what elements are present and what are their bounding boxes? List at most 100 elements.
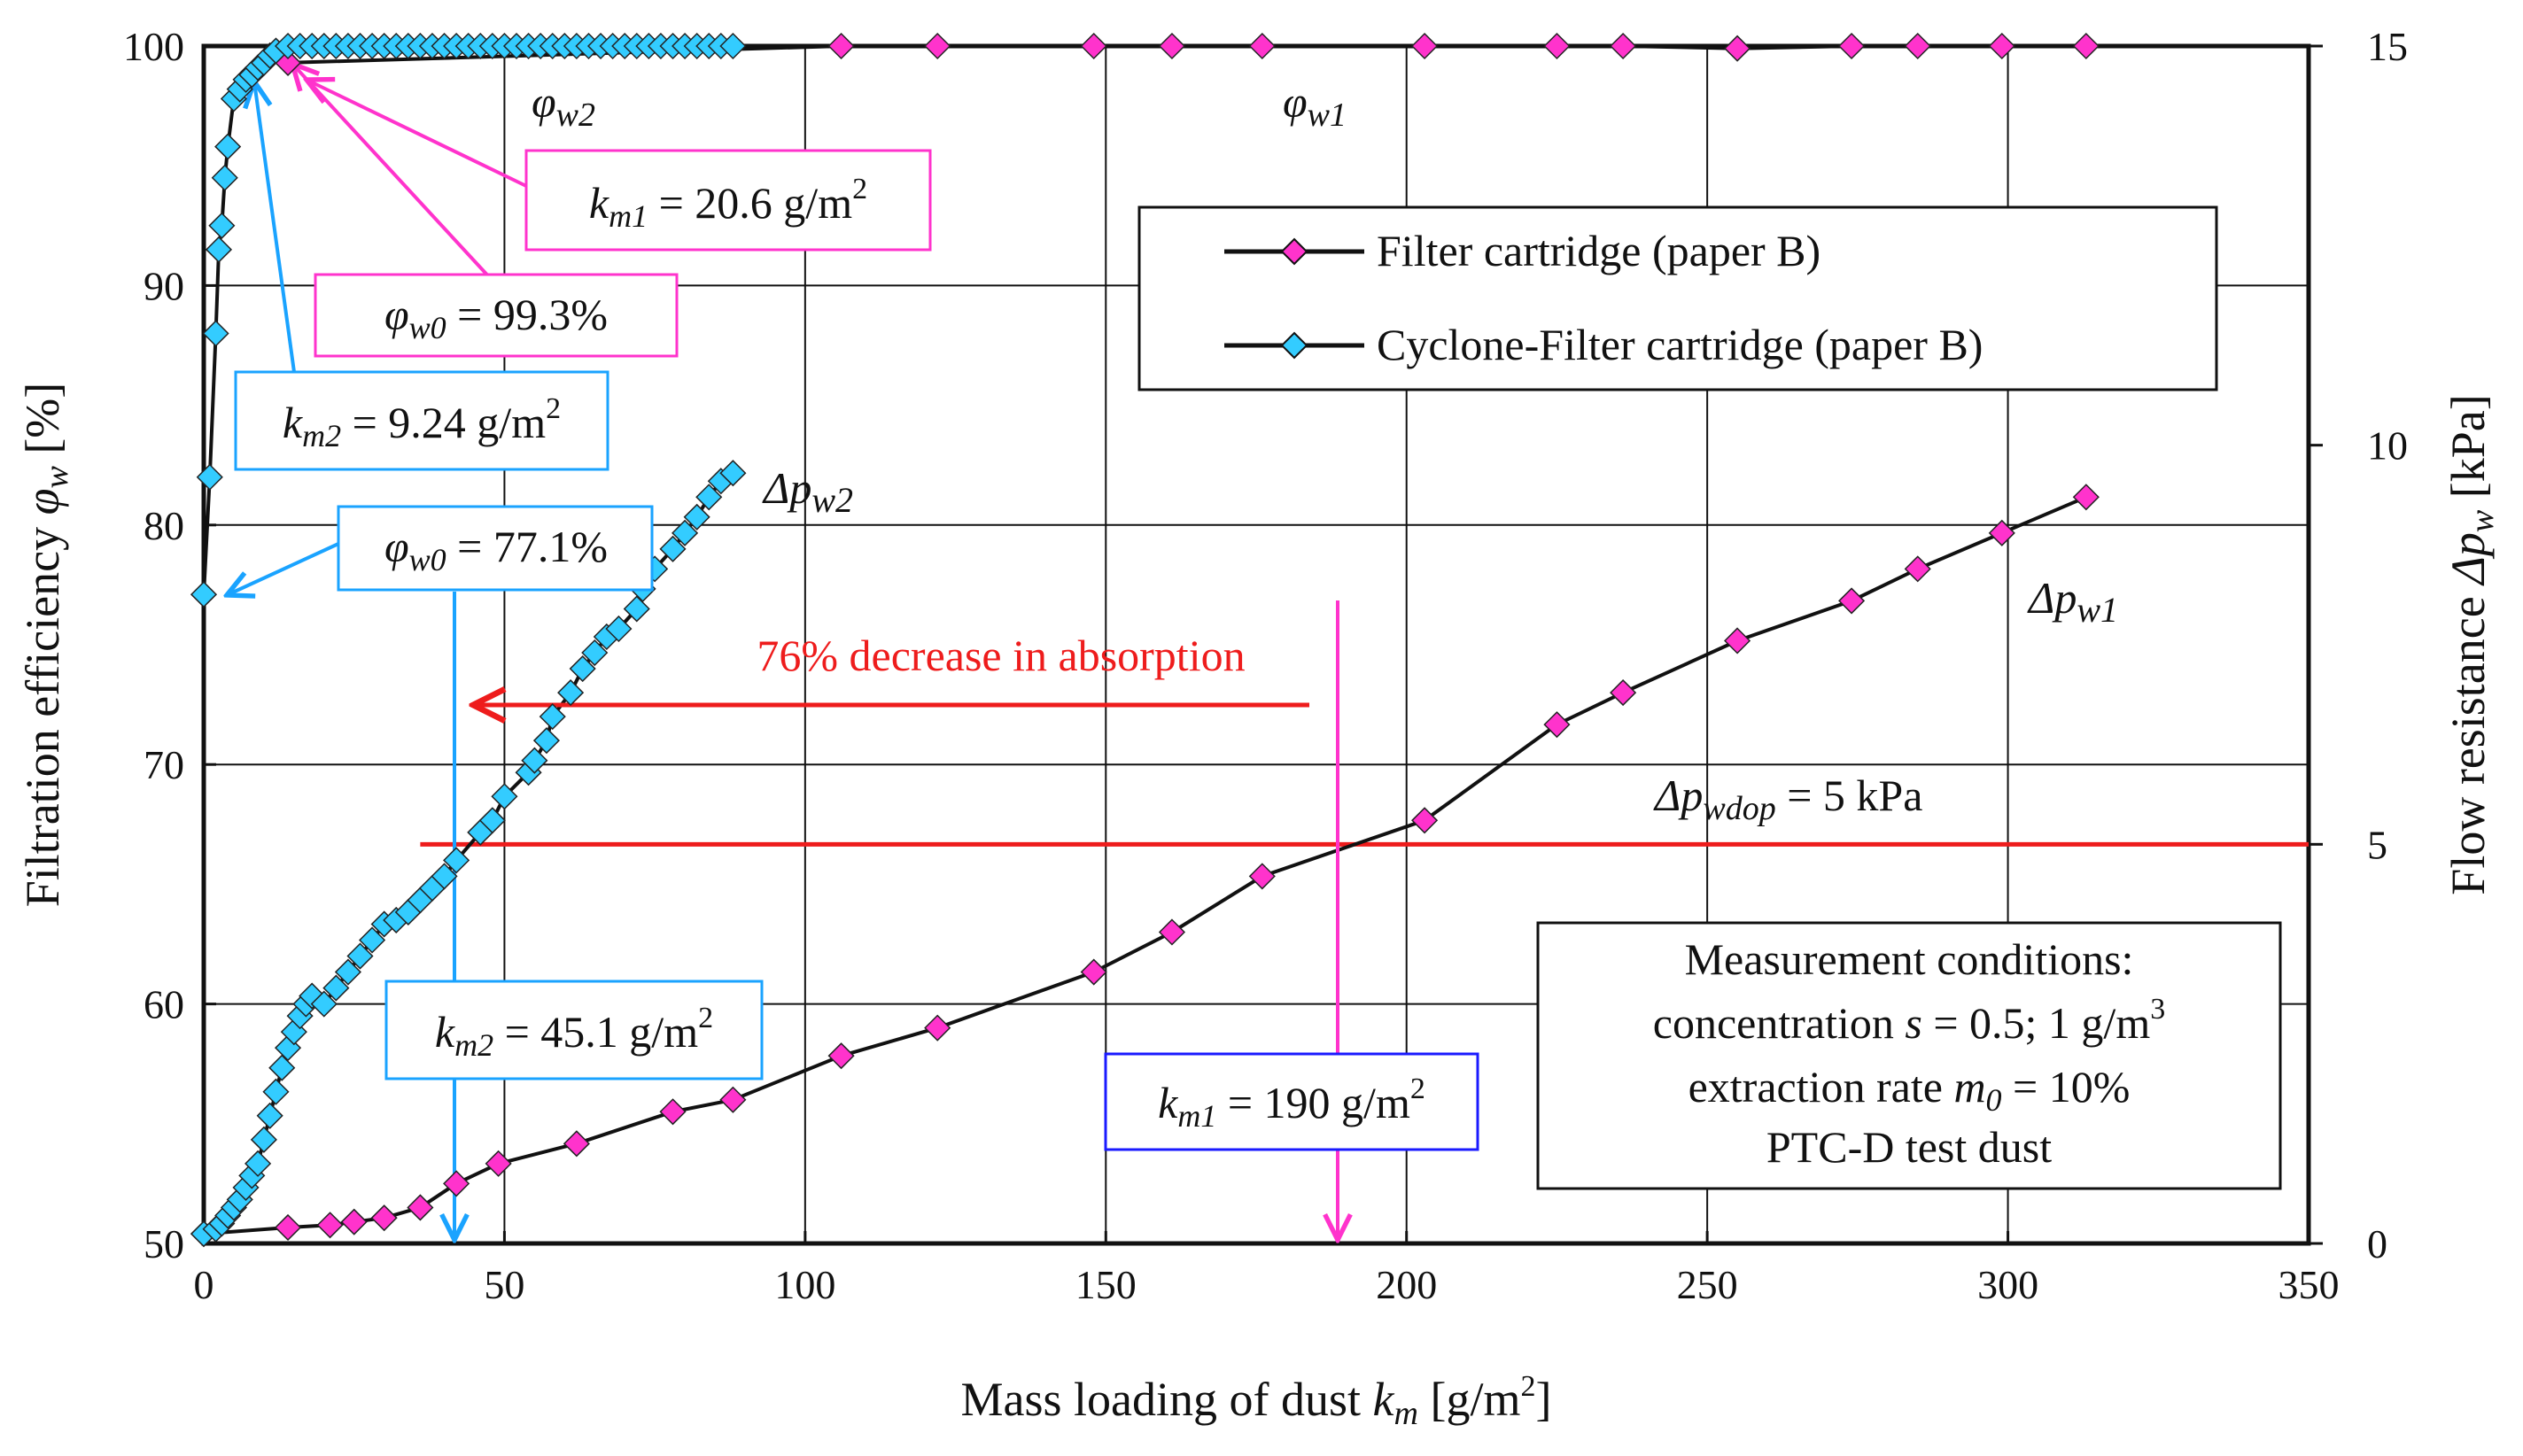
series-3-point bbox=[346, 942, 374, 970]
series-1-point bbox=[719, 1086, 747, 1113]
series-1-point bbox=[1248, 863, 1276, 890]
x-tick-labels: 0 50 100 150 200 250 300 350 bbox=[194, 1262, 2340, 1307]
reference-line-label: Δpwdop = 5 kPa bbox=[1653, 771, 1922, 827]
series-3-point bbox=[569, 654, 596, 683]
series-3-point bbox=[256, 1102, 283, 1129]
series-1-point bbox=[924, 1014, 951, 1042]
series-1-point bbox=[659, 1098, 687, 1126]
conditions-box: Measurement conditions: concentration s … bbox=[1536, 921, 2282, 1190]
series-0-point bbox=[2072, 32, 2100, 60]
y-left-tick-label: 60 bbox=[144, 982, 184, 1027]
series-2-point bbox=[202, 320, 229, 347]
x-tick-label: 150 bbox=[1075, 1262, 1137, 1307]
series-3-point bbox=[322, 974, 350, 1002]
series-3-point bbox=[719, 460, 747, 487]
series-1-point bbox=[1610, 679, 1637, 707]
conditions-line-1: Measurement conditions: bbox=[1685, 934, 2134, 984]
km2-bottom-box: km2 = 45.1 g/m2 bbox=[384, 980, 764, 1080]
series-3-point bbox=[431, 863, 458, 890]
svg-text:km2 = 9.24 g/m2: km2 = 9.24 g/m2 bbox=[283, 392, 561, 453]
series-1-point bbox=[340, 1208, 368, 1235]
series-markers bbox=[190, 32, 2100, 1248]
series-2-point bbox=[190, 581, 218, 608]
series-3-point bbox=[268, 1054, 296, 1081]
legend-label-paper-b: Filter cartridge (paper B) bbox=[1377, 226, 1820, 275]
series-0-point bbox=[1724, 35, 1751, 62]
series-3-point bbox=[557, 679, 585, 707]
series-1-point bbox=[316, 1212, 344, 1239]
x-tick-label: 100 bbox=[774, 1262, 835, 1307]
series-1-point bbox=[563, 1130, 590, 1158]
y-left-tick-label: 90 bbox=[144, 263, 184, 308]
series-0-point bbox=[1158, 32, 1186, 60]
series-2-point bbox=[719, 32, 747, 60]
phiw0-mid-box: φw0 = 77.1% bbox=[337, 505, 654, 592]
phiw0-top-pointer bbox=[292, 64, 495, 283]
dp-w2-label: Δpw2 bbox=[762, 463, 853, 520]
series-0-point bbox=[1080, 32, 1107, 60]
series-3-point bbox=[659, 535, 687, 562]
conditions-line-3: extraction rate m0 = 10% bbox=[1688, 1062, 2131, 1118]
series-0-point bbox=[1248, 32, 1276, 60]
series-0-point bbox=[1838, 32, 1866, 60]
legend-marker-paper-b bbox=[1280, 237, 1308, 266]
decrease-label: 76% decrease in absorption bbox=[757, 631, 1245, 680]
series-0-point bbox=[1411, 32, 1439, 60]
svg-text:φw0 = 77.1%: φw0 = 77.1% bbox=[384, 522, 608, 577]
series-3-point bbox=[695, 484, 723, 511]
series-3-point bbox=[443, 847, 470, 874]
y-right-tick-label: 15 bbox=[2367, 24, 2408, 69]
y-right-axis-title: Flow resistance Δpw [kPa] bbox=[2441, 394, 2501, 895]
series-1-point bbox=[827, 1042, 855, 1070]
km1-top-pointer bbox=[307, 80, 527, 188]
series-2-point bbox=[208, 212, 236, 239]
series-1-point bbox=[274, 1213, 302, 1242]
series-0-point bbox=[924, 32, 951, 60]
series-0-point bbox=[1988, 32, 2015, 60]
svg-text:km1 = 20.6 g/m2: km1 = 20.6 g/m2 bbox=[589, 173, 867, 234]
series-1-point bbox=[1838, 587, 1866, 615]
series-0-point bbox=[1610, 32, 1637, 60]
series-3-point bbox=[539, 703, 566, 731]
conditions-line-2: concentration s = 0.5; 1 g/m3 bbox=[1653, 993, 2165, 1048]
series-2-point bbox=[214, 133, 242, 160]
y-left-tick-label: 100 bbox=[123, 24, 184, 69]
km1-top-box: km1 = 20.6 g/m2 bbox=[524, 149, 932, 252]
x-axis-title: Mass loading of dust km [g/m2] bbox=[961, 1370, 1552, 1432]
y-left-tick-label: 70 bbox=[144, 742, 184, 787]
y-right-tick-label: 0 bbox=[2367, 1221, 2387, 1266]
series-3-point bbox=[605, 615, 633, 643]
x-tick-label: 200 bbox=[1376, 1262, 1437, 1307]
series-0-point bbox=[1904, 32, 1931, 60]
km2-top-box: km2 = 9.24 g/m2 bbox=[234, 370, 609, 471]
series-1-point bbox=[370, 1204, 398, 1232]
dp-w1-label: Δpw1 bbox=[2027, 573, 2118, 630]
legend-label-cyclone: Cyclone-Filter cartridge (paper B) bbox=[1377, 320, 1983, 369]
series-3-point bbox=[491, 783, 518, 810]
y-right-tick-label: 10 bbox=[2367, 423, 2408, 469]
y-left-axis-title: Filtration efficiency φw [%] bbox=[16, 383, 75, 908]
series-3-point bbox=[672, 519, 699, 546]
series-3-point bbox=[683, 503, 710, 531]
series-3-point bbox=[274, 1034, 302, 1062]
km1-bottom-box: km1 = 190 g/m2 bbox=[1104, 1052, 1479, 1151]
x-tick-label: 350 bbox=[2278, 1262, 2340, 1307]
svg-text:km2 = 45.1 g/m2: km2 = 45.1 g/m2 bbox=[435, 1002, 713, 1063]
series-0-point bbox=[1543, 32, 1571, 60]
series-3-point bbox=[478, 807, 506, 834]
series-1-point bbox=[407, 1194, 434, 1221]
series-3-point bbox=[310, 990, 338, 1018]
y-right-tick-labels: 0 5 10 15 bbox=[2367, 24, 2408, 1266]
series-1-point bbox=[443, 1170, 470, 1197]
x-tick-label: 50 bbox=[484, 1262, 524, 1307]
series-3-point bbox=[262, 1078, 290, 1105]
series-3-point bbox=[623, 595, 650, 623]
km2-top-pointer bbox=[254, 81, 296, 373]
x-tick-label: 250 bbox=[1677, 1262, 1738, 1307]
x-tick-label: 0 bbox=[194, 1262, 214, 1307]
legend: Filter cartridge (paper B) Cyclone-Filte… bbox=[1137, 205, 2218, 391]
series-2-point bbox=[196, 463, 223, 491]
series-0-point bbox=[827, 32, 855, 60]
y-left-tick-labels: 50 60 70 80 90 100 bbox=[123, 24, 184, 1266]
